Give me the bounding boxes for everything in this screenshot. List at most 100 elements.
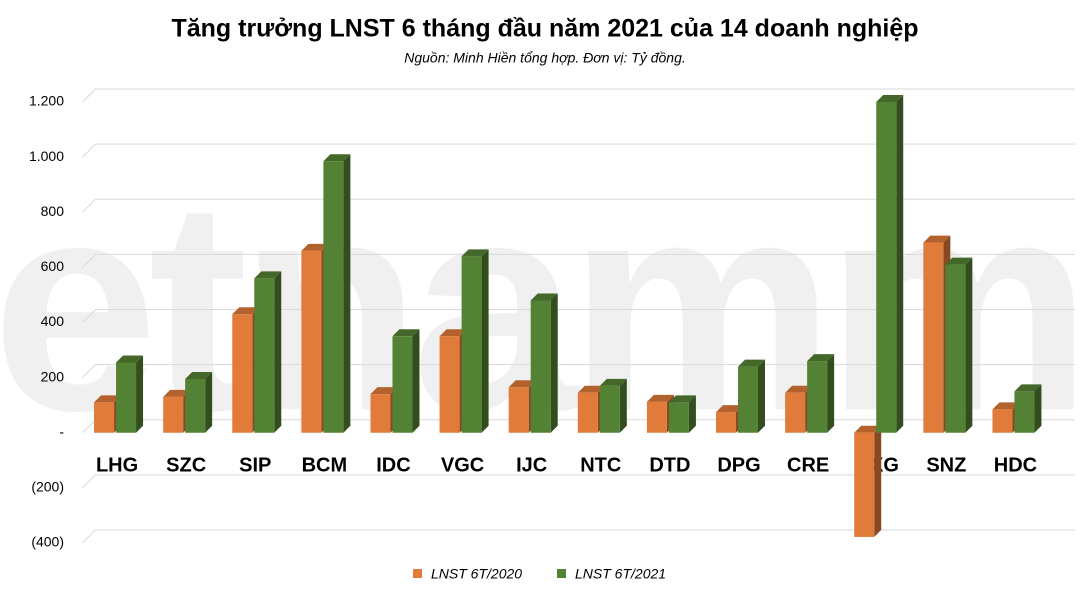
- x-tick-label: IDC: [376, 454, 410, 476]
- x-tick-label: SIP: [239, 454, 271, 476]
- bar: [508, 387, 529, 433]
- bar-top: [116, 355, 144, 363]
- x-tick-label: NTC: [580, 454, 621, 476]
- bar-top: [461, 249, 489, 257]
- x-tick-label: IJC: [516, 454, 547, 476]
- bar-top: [854, 425, 882, 433]
- bar-side: [412, 329, 420, 433]
- grid-line: [82, 198, 1075, 213]
- bar-top: [876, 95, 904, 102]
- y-tick-label: 1.000: [29, 148, 64, 164]
- bar-top: [439, 329, 467, 337]
- grid-line: [82, 529, 1075, 544]
- bar-top: [923, 235, 951, 243]
- bar-top: [646, 394, 674, 402]
- bar-top: [392, 329, 420, 337]
- grid-line: [82, 143, 1075, 158]
- bar: [876, 102, 897, 433]
- x-tick-label: VGC: [441, 454, 484, 476]
- grid-line: [82, 88, 1075, 103]
- bar-side: [205, 372, 213, 433]
- bar: [439, 336, 460, 433]
- bar-side: [827, 354, 835, 433]
- bar: [163, 396, 184, 433]
- bar-top: [577, 385, 605, 393]
- bar: [599, 385, 620, 433]
- bar: [461, 256, 482, 433]
- x-tick-label: DPG: [717, 454, 760, 476]
- bar: [323, 161, 344, 433]
- legend-swatch: [413, 569, 422, 578]
- bar-top: [807, 354, 835, 362]
- grid-line: [82, 474, 1075, 489]
- bar-side: [481, 249, 489, 433]
- bar: [807, 361, 828, 433]
- bar-side: [758, 359, 766, 433]
- bar-top: [945, 257, 973, 265]
- bar-top: [668, 395, 696, 403]
- bar: [923, 242, 944, 433]
- bar-top: [94, 395, 122, 403]
- y-tick-label: (200): [31, 479, 64, 495]
- bar-side: [274, 271, 282, 433]
- bar: [992, 409, 1013, 433]
- bar-top: [738, 359, 766, 367]
- bar-top: [785, 385, 813, 393]
- bar: [301, 250, 322, 433]
- bar-top: [301, 243, 329, 251]
- legend-label: LNST 6T/2020: [431, 566, 522, 582]
- y-tick-label: 200: [41, 368, 65, 384]
- bar-top: [530, 293, 558, 301]
- bar: [370, 394, 391, 433]
- chart-subtitle: Nguồn: Minh Hiền tổng hợp. Đơn vị: Tỷ đồ…: [404, 50, 686, 66]
- x-tick-label: CRE: [787, 454, 829, 476]
- bar: [116, 362, 137, 433]
- bar: [945, 264, 966, 433]
- y-tick-label: 800: [41, 203, 65, 219]
- chart-title: Tăng trưởng LNST 6 tháng đầu năm 2021 củ…: [171, 15, 918, 43]
- grid-line: [82, 253, 1075, 268]
- bar: [668, 402, 689, 433]
- y-tick-label: -: [59, 423, 64, 439]
- bar-side: [619, 378, 627, 433]
- bar: [854, 432, 875, 537]
- bar-side: [896, 95, 904, 433]
- bar-side: [965, 257, 973, 433]
- bar-top: [254, 271, 282, 279]
- x-tick-label: SZC: [166, 454, 206, 476]
- bar: [94, 402, 115, 433]
- bar-top: [163, 389, 191, 397]
- bar-side: [688, 395, 696, 433]
- bar-top: [185, 372, 213, 380]
- bar: [1014, 391, 1035, 433]
- bar-top: [716, 405, 744, 413]
- y-tick-label: (400): [31, 534, 64, 550]
- x-tick-label: HDC: [994, 454, 1037, 476]
- x-tick-label: LHG: [96, 454, 138, 476]
- x-tick-label: BCM: [302, 454, 348, 476]
- bar-top: [992, 402, 1020, 410]
- bar: [785, 392, 806, 433]
- bar-side: [343, 154, 351, 433]
- bar: [185, 379, 206, 433]
- x-tick-label: SNZ: [926, 454, 966, 476]
- bar: [716, 412, 737, 433]
- legend-label: LNST 6T/2021: [575, 566, 666, 582]
- bar-top: [232, 307, 260, 315]
- y-tick-label: 400: [41, 313, 65, 329]
- bar-top: [599, 378, 627, 386]
- bar: [646, 401, 667, 433]
- bar-side: [1034, 384, 1042, 433]
- bar: [530, 300, 551, 433]
- bar-top: [1014, 384, 1042, 392]
- bar-top: [323, 154, 351, 162]
- bar: [254, 278, 275, 433]
- y-tick-label: 600: [41, 258, 65, 274]
- grid-line: [82, 309, 1075, 323]
- bar: [577, 392, 598, 433]
- bar-top: [508, 380, 536, 388]
- bar-side: [550, 293, 558, 433]
- bar: [738, 366, 759, 433]
- bar-side: [874, 425, 882, 537]
